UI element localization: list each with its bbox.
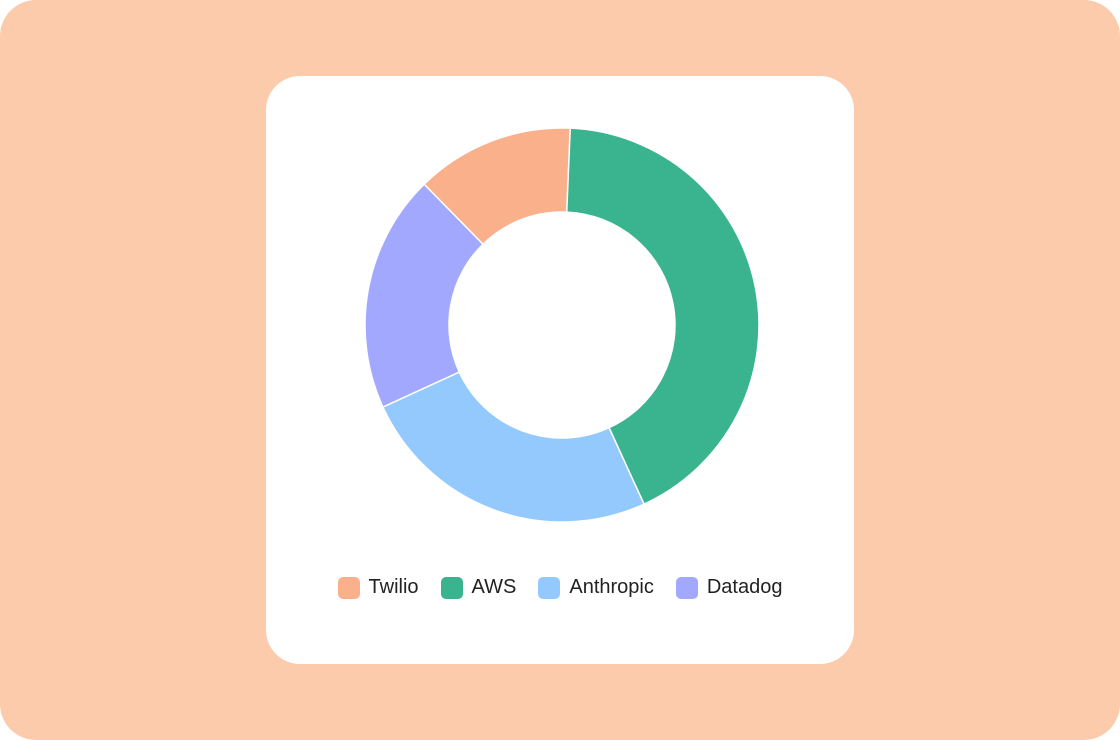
chart: [364, 127, 760, 523]
donut-segment: [381, 371, 646, 523]
legend-item[interactable]: AWS: [440, 576, 517, 599]
donut-segment: [364, 183, 484, 409]
legend-item[interactable]: Anthropic: [538, 576, 654, 599]
legend-label: AWS: [471, 576, 517, 598]
legend-item[interactable]: Datadog: [675, 576, 783, 599]
legend-swatch: [440, 576, 463, 599]
legend-label: Twilio: [368, 576, 419, 598]
legend: Twilio AWS Anthropic Datadog: [266, 576, 854, 599]
legend-swatch: [675, 576, 698, 599]
legend-label: Datadog: [706, 576, 783, 598]
legend-item[interactable]: Twilio: [337, 576, 419, 599]
donut-segment: [565, 127, 760, 506]
chart-card: Twilio AWS Anthropic Datadog: [266, 76, 854, 664]
legend-swatch: [538, 576, 561, 599]
legend-label: Anthropic: [569, 576, 654, 598]
legend-swatch: [337, 576, 360, 599]
